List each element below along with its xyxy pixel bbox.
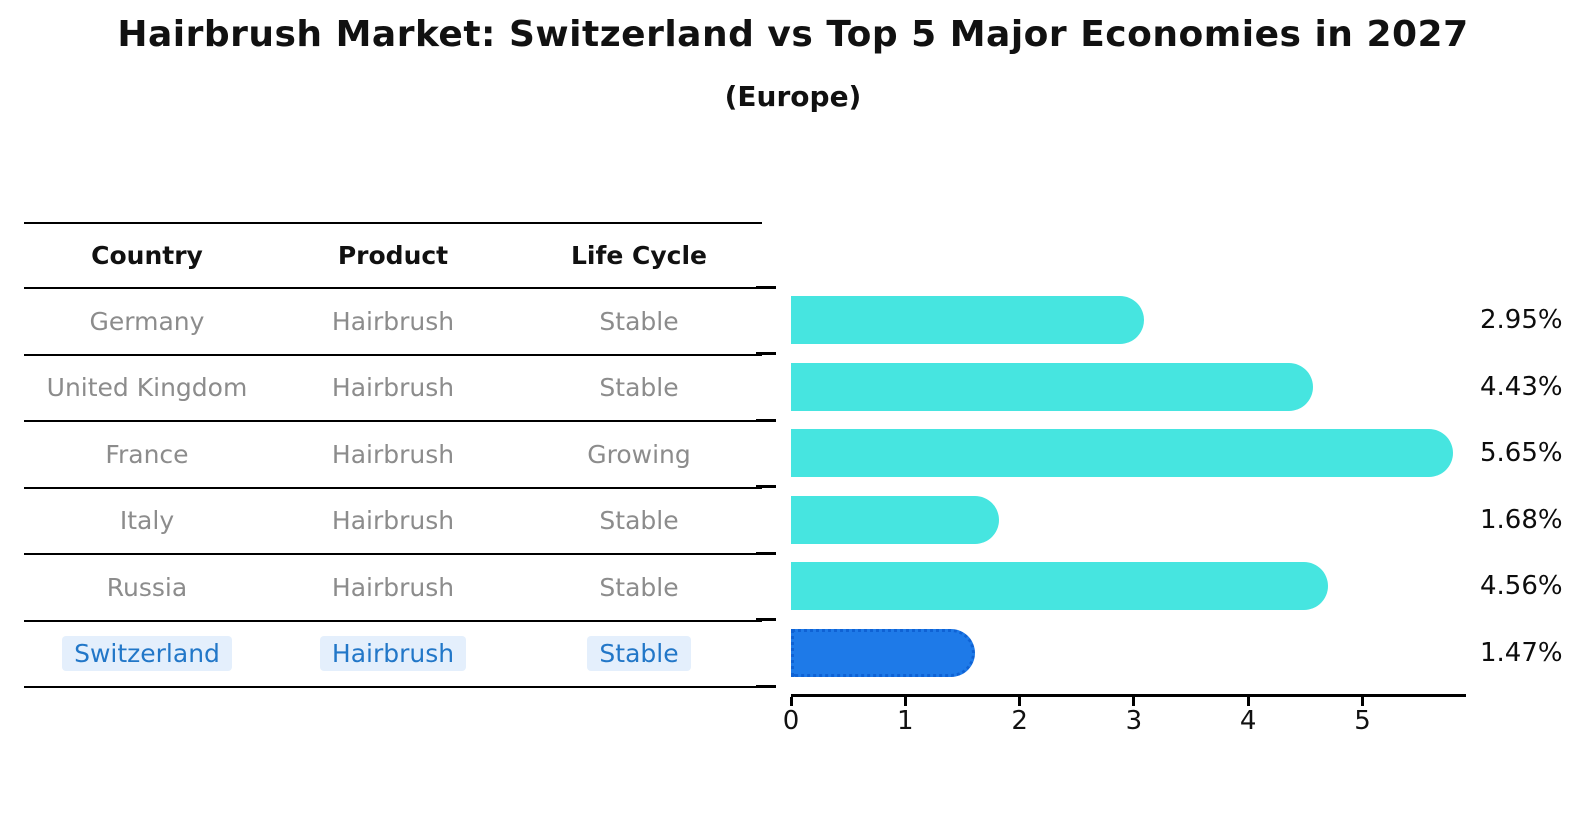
table-cell-text: Switzerland: [62, 636, 232, 672]
y-axis-tick: [756, 684, 776, 688]
table-cell: Hairbrush: [270, 573, 516, 602]
x-axis-tick-label-4: 4: [1239, 706, 1257, 736]
table-cell-text: Stable: [587, 636, 691, 672]
chart-subtitle: (Europe): [724, 80, 862, 113]
x-axis-tick-label-2: 2: [1011, 706, 1028, 736]
table-cell: Germany: [24, 307, 270, 336]
table-cell-text: Germany: [89, 306, 205, 336]
table-header-row: Country Product Life Cycle: [24, 224, 762, 289]
bar-france: [791, 429, 1453, 478]
y-axis-tick: [756, 418, 776, 422]
x-axis-line: [791, 694, 1466, 697]
table-cell: Stable: [516, 636, 762, 672]
table-cell: Stable: [516, 373, 762, 402]
value-label-russia: 4.56%: [1480, 571, 1563, 602]
table-body: Germany Hairbrush Stable United Kingdom Hair…: [24, 289, 762, 688]
table-cell: Hairbrush: [270, 440, 516, 469]
table-header-country: Country: [91, 241, 203, 270]
table-cell: Hairbrush: [270, 506, 516, 535]
x-axis-tick-label-5: 5: [1354, 706, 1371, 736]
table-cell-text: Stable: [599, 306, 679, 336]
table-row-united-kingdom: United Kingdom Hairbrush Stable: [24, 356, 762, 422]
country-table: Country Product Life Cycle Germany Hairbr…: [24, 222, 762, 688]
x-axis-tick: [1018, 697, 1022, 706]
table-cell: Hairbrush: [270, 636, 516, 672]
value-label-germany: 2.95%: [1480, 305, 1563, 336]
table-cell-text: Hairbrush: [331, 306, 455, 336]
table-header-product: Product: [337, 241, 449, 270]
table-cell-text: France: [105, 439, 189, 469]
bar-united-kingdom: [791, 362, 1314, 411]
y-axis-tick: [756, 551, 776, 555]
table-row-france: France Hairbrush Growing: [24, 422, 762, 489]
table-cell: Italy: [24, 506, 270, 535]
table-cell: United Kingdom: [24, 373, 270, 402]
value-label-switzerland: 1.47%: [1480, 637, 1563, 668]
y-axis-tick: [756, 485, 776, 488]
table-cell-text: Hairbrush: [331, 572, 455, 602]
x-axis-tick: [903, 697, 907, 706]
table-row-germany: Germany Hairbrush Stable: [24, 289, 762, 356]
table-cell: Hairbrush: [270, 307, 516, 336]
table-cell: Switzerland: [24, 636, 270, 672]
bar-germany: [791, 296, 1145, 345]
x-axis-tick-label-3: 3: [1125, 706, 1143, 736]
table-cell-text: Hairbrush: [331, 373, 455, 403]
x-axis-tick-label-0: 0: [782, 706, 800, 736]
value-label-france: 5.65%: [1480, 438, 1563, 469]
table-header-life-cycle: Life Cycle: [570, 241, 708, 270]
value-label-italy: 1.68%: [1480, 504, 1563, 535]
table-cell-text: Hairbrush: [331, 439, 455, 469]
table-cell: Growing: [516, 440, 762, 469]
y-axis-tick: [756, 285, 776, 289]
table-row-switzerland: Switzerland Hairbrush Stable: [24, 622, 762, 688]
bar-russia: [791, 562, 1329, 611]
table-cell-text: United Kingdom: [46, 373, 248, 403]
bar-switzerland: [791, 628, 976, 677]
chart-title: Hairbrush Market: Switzerland vs Top 5 M…: [117, 14, 1469, 55]
table-cell: Stable: [516, 307, 762, 336]
table-cell-text: Italy: [119, 506, 175, 536]
x-axis-tick: [789, 697, 793, 706]
table-row-italy: Italy Hairbrush Stable: [24, 489, 762, 555]
x-axis-tick-label-1: 1: [897, 706, 914, 736]
table-cell-text: Stable: [599, 506, 679, 536]
y-axis-tick: [756, 352, 776, 355]
value-label-united-kingdom: 4.43%: [1480, 371, 1563, 402]
x-axis-tick: [1132, 697, 1136, 706]
table-cell-text: Russia: [106, 572, 188, 602]
table-cell: Stable: [516, 573, 762, 602]
table-cell-text: Hairbrush: [331, 506, 455, 536]
table-cell: Stable: [516, 506, 762, 535]
table-cell-text: Stable: [599, 373, 679, 403]
table-row-russia: Russia Hairbrush Stable: [24, 555, 762, 622]
y-axis-tick: [756, 618, 776, 621]
x-axis-tick: [1361, 697, 1364, 706]
table-cell-text: Growing: [587, 439, 691, 469]
table-cell-text: Hairbrush: [319, 636, 467, 672]
bar-italy: [791, 495, 1000, 544]
table-cell: Russia: [24, 573, 270, 602]
x-axis-tick: [1246, 697, 1250, 706]
table-cell: Hairbrush: [270, 373, 516, 402]
table-cell-text: Stable: [599, 572, 679, 602]
table-cell: France: [24, 440, 270, 469]
